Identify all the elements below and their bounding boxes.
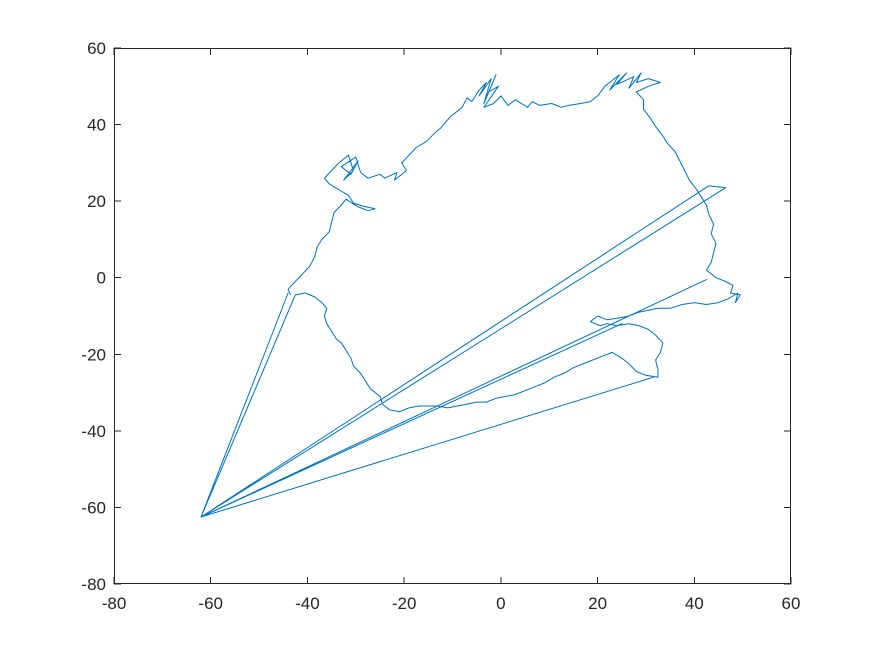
x-tick-label: -20 bbox=[392, 594, 417, 613]
y-tick-label: 0 bbox=[97, 269, 106, 288]
y-tick-label: -20 bbox=[81, 345, 106, 364]
y-tick-label: -60 bbox=[81, 498, 106, 517]
y-tick-label: 40 bbox=[87, 116, 106, 135]
axes-background bbox=[114, 48, 791, 584]
axes-box bbox=[114, 48, 791, 584]
x-tick-label: 0 bbox=[496, 594, 505, 613]
plot-area bbox=[114, 48, 791, 584]
x-tick-label: -60 bbox=[198, 594, 223, 613]
y-tick-label: -80 bbox=[81, 575, 106, 594]
x-tick-label: -80 bbox=[102, 594, 127, 613]
x-tick-label: 40 bbox=[685, 594, 704, 613]
y-tick-label: 20 bbox=[87, 192, 106, 211]
axes: -80 -60 -40 -20 0 20 40 60 -80 -60 -40 -20 0 20 40 60 bbox=[81, 39, 800, 613]
y-tick-label: 60 bbox=[87, 39, 106, 58]
x-tick-label: 60 bbox=[782, 594, 801, 613]
series-line-1 bbox=[200, 72, 741, 518]
x-tick-label: -40 bbox=[295, 594, 320, 613]
x-tick-label: 20 bbox=[588, 594, 607, 613]
y-tick-label: -40 bbox=[81, 422, 106, 441]
